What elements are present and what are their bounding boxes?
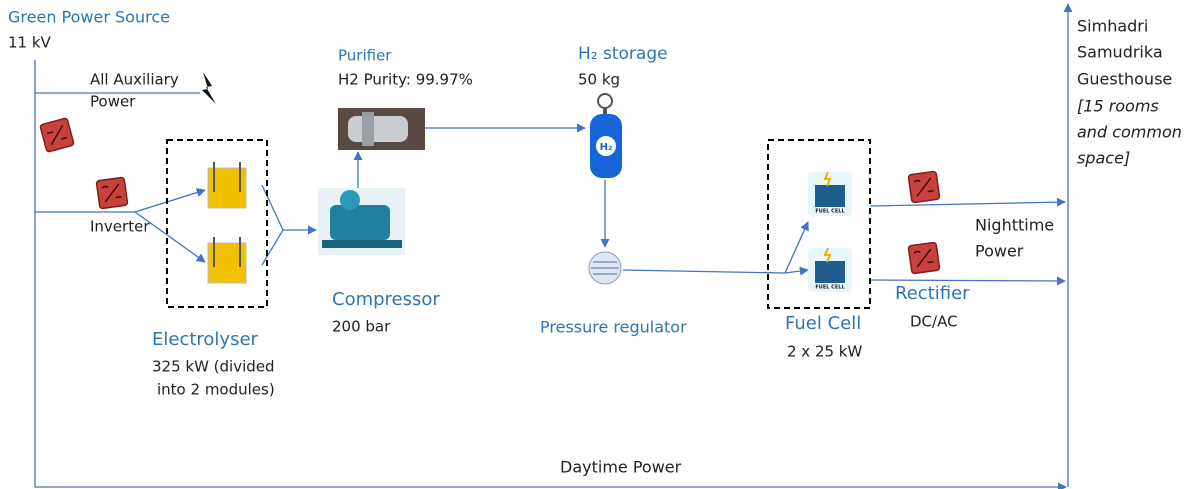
- aux-label: All Auxiliary: [90, 71, 179, 89]
- electrolyser-title: Electrolyser: [152, 329, 259, 350]
- fuel-cell-title: Fuel Cell: [785, 313, 861, 334]
- electrolyser-icons: [208, 162, 246, 283]
- nighttime-label: Nighttime: [975, 216, 1054, 235]
- guesthouse-name: Simhadri: [1077, 17, 1148, 36]
- purifier-detail: H2 Purity: 99.97%: [338, 71, 473, 89]
- rectifier-title: Rectifier: [895, 283, 970, 304]
- tank-label: H₂: [600, 142, 613, 153]
- inverter-label: Inverter: [90, 218, 150, 236]
- guesthouse-name: Samudrika: [1077, 43, 1163, 62]
- labels: Green Power Source 11 kV All Auxiliary P…: [8, 8, 1182, 477]
- guesthouse-note: space]: [1077, 149, 1130, 168]
- compressor-title: Compressor: [332, 289, 440, 310]
- page: H₂ FUEL CELL FUEL CELL Green Power Sourc…: [0, 0, 1204, 489]
- regulator-icon: [589, 252, 621, 284]
- guesthouse-note: and common: [1077, 123, 1182, 142]
- fuel-cell-icon-label: FUEL CELL: [815, 285, 845, 291]
- lightning-icon: [202, 72, 216, 104]
- compressor-detail: 200 bar: [332, 318, 391, 336]
- purifier-image: [338, 108, 425, 150]
- nighttime-label: Power: [975, 242, 1024, 261]
- source-title: Green Power Source: [8, 8, 170, 27]
- h2-tank: H₂: [590, 94, 622, 178]
- fuel-cell-icons: FUEL CELL FUEL CELL: [808, 172, 852, 292]
- storage-title: H₂ storage: [578, 44, 668, 64]
- fuel-cell-detail: 2 x 25 kW: [787, 343, 862, 361]
- fuel-cell-icon-label: FUEL CELL: [815, 209, 845, 215]
- converter-icons: [40, 118, 940, 274]
- storage-detail: 50 kg: [578, 71, 620, 89]
- purifier-title: Purifier: [338, 47, 392, 65]
- guesthouse-note: [15 rooms: [1077, 97, 1159, 116]
- aux-label: Power: [90, 93, 136, 111]
- diagram: H₂ FUEL CELL FUEL CELL Green Power Sourc…: [0, 0, 1204, 489]
- electrolyser-detail: 325 kW (divided: [152, 358, 275, 376]
- electrolyser-detail: into 2 modules): [157, 381, 275, 399]
- compressor-image: [318, 188, 405, 255]
- regulator-title: Pressure regulator: [540, 318, 687, 337]
- rectifier-detail: DC/AC: [910, 313, 958, 331]
- daytime-label: Daytime Power: [560, 458, 682, 477]
- source-voltage: 11 kV: [8, 34, 52, 52]
- guesthouse-name: Guesthouse: [1077, 70, 1172, 89]
